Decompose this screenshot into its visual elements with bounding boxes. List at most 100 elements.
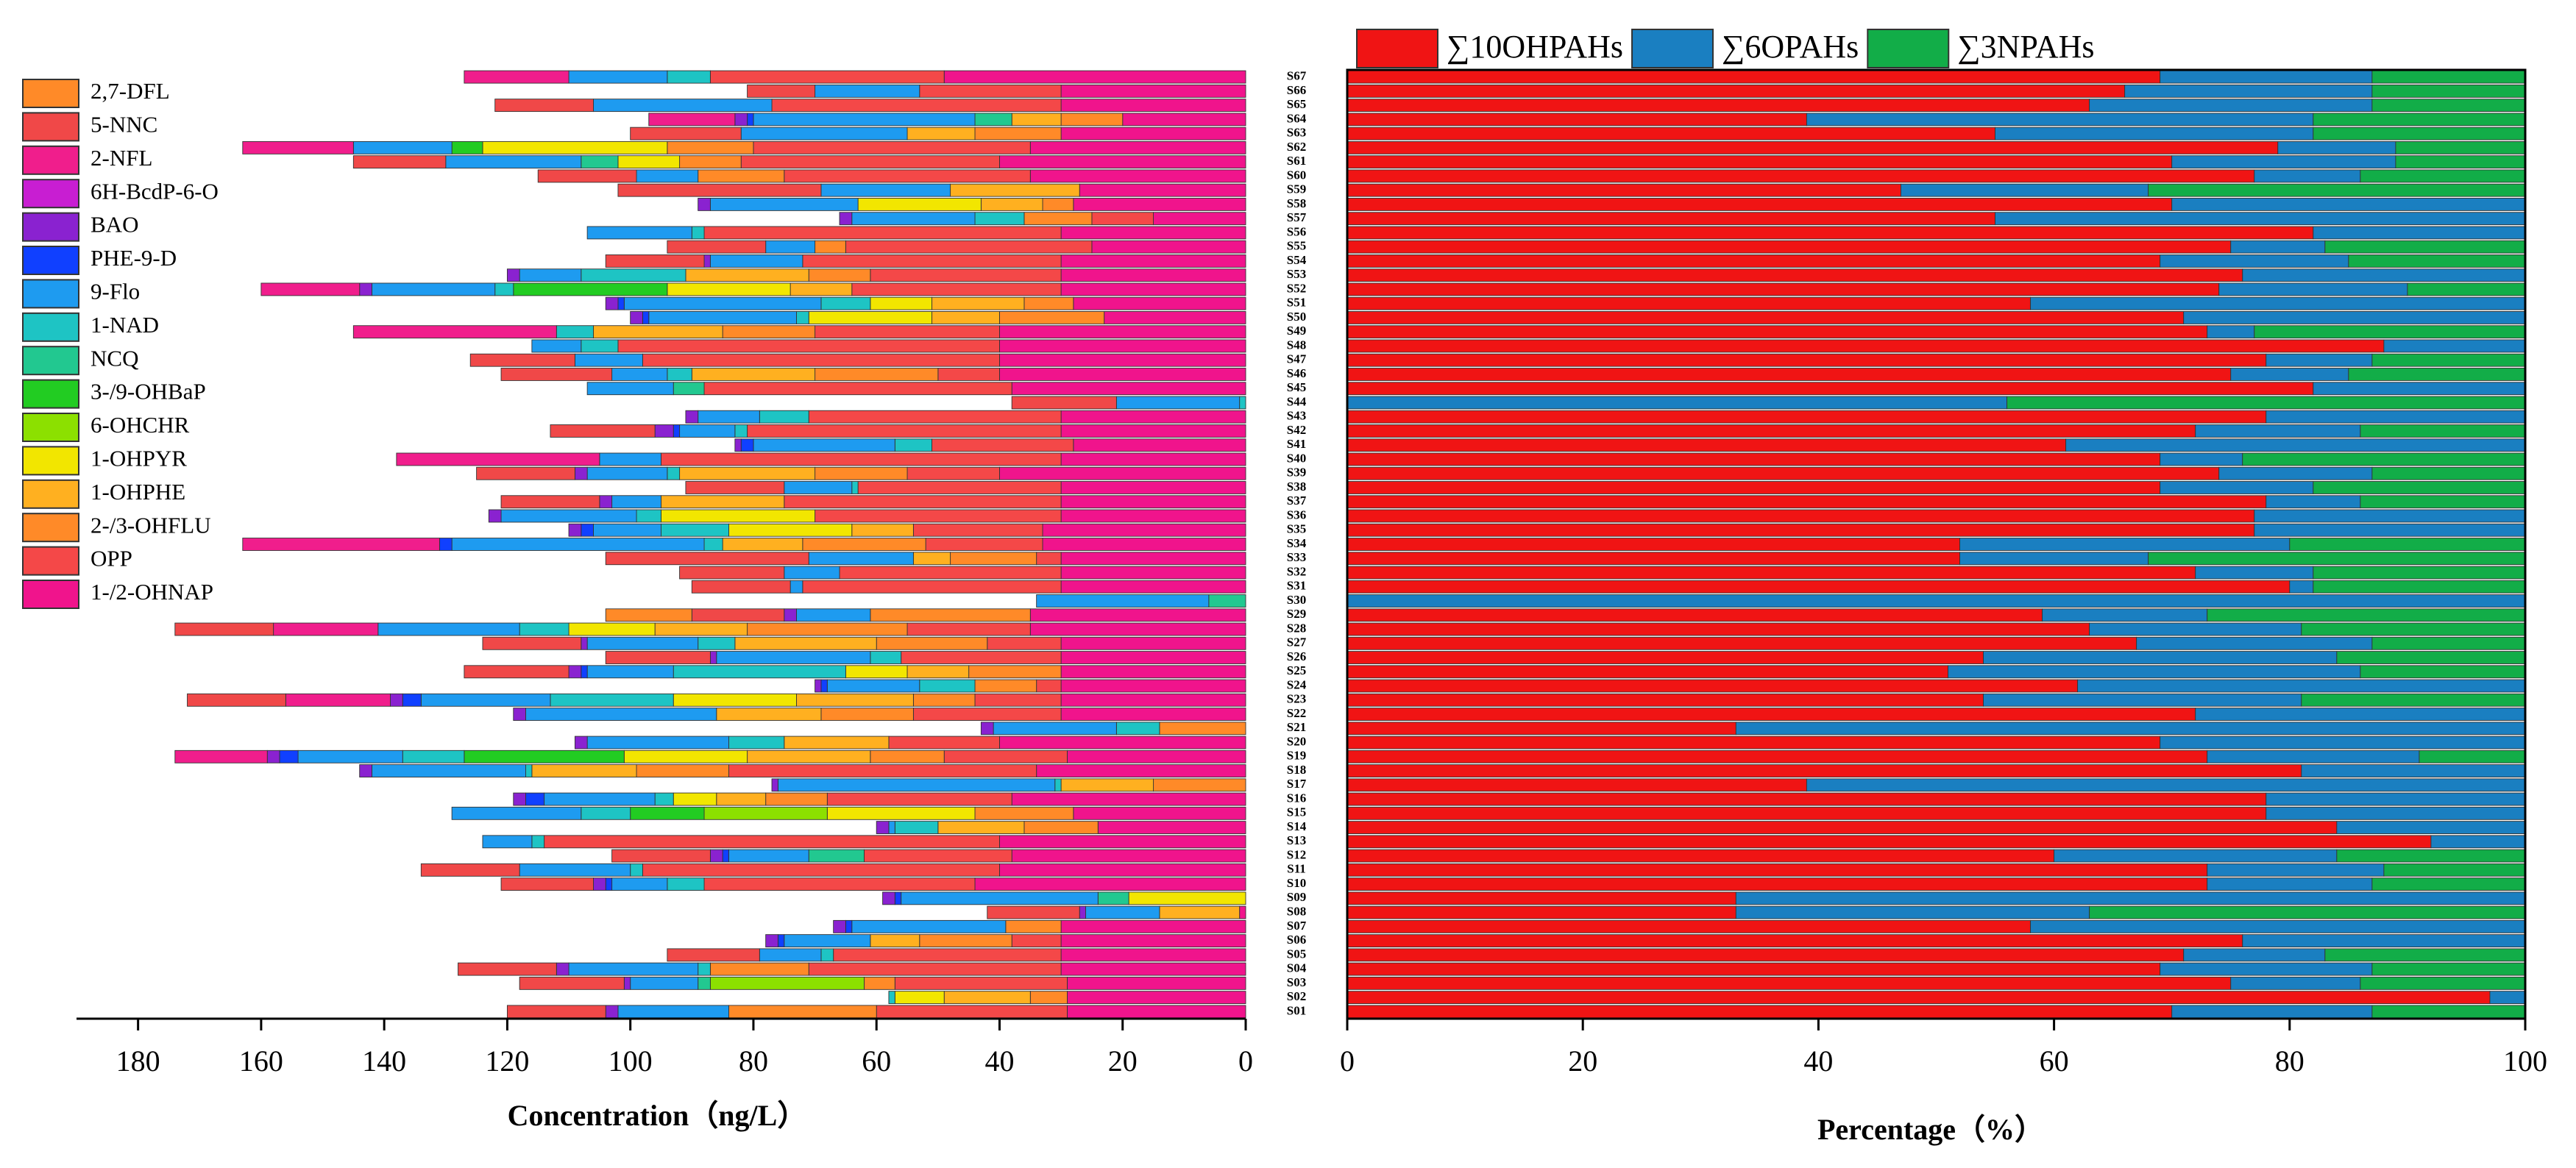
legend-label: ∑3NPAHs: [1957, 29, 2094, 65]
category-label: S66: [1287, 83, 1306, 97]
bar-segment: [568, 622, 656, 636]
bar-segment: [2030, 919, 2526, 933]
category-label: S51: [1287, 296, 1306, 310]
bar-segment: [1346, 113, 1807, 127]
bar-segment: [1079, 905, 1087, 919]
bar-segment: [550, 693, 674, 707]
bar-segment: [2324, 948, 2526, 962]
bar-segment: [999, 155, 1246, 169]
bar-segment: [919, 934, 1012, 948]
category-label: S09: [1287, 890, 1306, 904]
bar-segment: [901, 891, 1099, 905]
bar-segment: [999, 736, 1246, 749]
bar-segment: [611, 877, 668, 891]
bar-segment: [728, 764, 1037, 777]
bar-segment: [851, 523, 914, 537]
bar-segment: [1029, 169, 1246, 183]
bar-segment: [777, 778, 1056, 792]
bar-segment: [703, 382, 1012, 396]
bar-segment: [870, 749, 945, 763]
bar-segment: [2030, 296, 2526, 310]
bar-segment: [753, 438, 895, 452]
bar-segment: [894, 976, 1068, 990]
bar-segment: [734, 438, 742, 452]
bar-segment: [784, 934, 871, 948]
bar-segment: [999, 835, 1246, 849]
bar-segment: [2207, 608, 2526, 622]
bar-segment: [581, 636, 588, 650]
bar-segment: [784, 481, 853, 494]
category-label: S52: [1287, 281, 1306, 295]
bar-segment: [568, 962, 699, 976]
bar-segment: [2336, 821, 2526, 834]
bar-segment: [1060, 226, 1246, 240]
bar-segment: [974, 806, 1074, 820]
bar-segment: [2265, 792, 2526, 806]
bar-segment: [2160, 481, 2314, 494]
bar-segment: [2265, 410, 2526, 424]
bar-segment: [630, 863, 643, 877]
bar-segment: [999, 325, 1246, 339]
bar-segment: [2042, 608, 2208, 622]
bar-segment: [654, 622, 748, 636]
bar-segment: [1042, 523, 1246, 537]
bar-segment: [648, 311, 797, 324]
bar-segment: [623, 296, 822, 310]
bar-segment: [950, 183, 1080, 197]
bar-segment: [2289, 580, 2314, 594]
bar-segment: [894, 821, 939, 834]
bar-segment: [506, 1005, 606, 1019]
legend-label: 2-/3-OHFLU: [91, 512, 211, 538]
bar-segment: [1346, 962, 2161, 976]
bar-segment: [808, 849, 865, 863]
bar-segment: [445, 155, 582, 169]
bar-segment: [1346, 976, 2232, 990]
legend-swatch: [22, 145, 79, 175]
legend-label: 3-/9-OHBaP: [91, 379, 206, 405]
category-label: S27: [1287, 635, 1307, 649]
bar-segment: [1346, 835, 2432, 849]
bar-segment: [1060, 481, 1246, 494]
bar-segment: [482, 636, 582, 650]
bar-segment: [974, 127, 1062, 140]
bar-segment: [2360, 169, 2526, 183]
bar-segment: [740, 155, 1000, 169]
bar-segment: [1011, 396, 1117, 410]
bar-segment: [531, 339, 582, 353]
bar-segment: [661, 523, 729, 537]
bar-segment: [703, 806, 828, 820]
bar-segment: [1346, 424, 2196, 438]
bar-segment: [2395, 140, 2526, 154]
bar-segment: [784, 566, 840, 580]
bar-segment: [1239, 396, 1246, 410]
bar-segment: [999, 863, 1246, 877]
bar-segment: [1346, 538, 1960, 551]
bar-segment: [845, 240, 1093, 254]
bar-segment: [1346, 566, 2196, 580]
bar-segment: [673, 424, 681, 438]
bar-segment: [1153, 778, 1246, 792]
bar-segment: [273, 622, 379, 636]
bar-segment: [691, 368, 816, 381]
bar-segment: [599, 452, 661, 466]
bar-segment: [1060, 495, 1246, 509]
x-tick-label: 60: [862, 1044, 891, 1078]
bar-segment: [531, 764, 637, 777]
legend-label: 1-/2-OHNAP: [91, 579, 213, 605]
bar-segment: [1346, 934, 2243, 948]
bar-segment: [1735, 905, 2090, 919]
bar-segment: [698, 976, 711, 990]
bar-segment: [1346, 806, 2267, 820]
bar-segment: [642, 863, 1000, 877]
bar-segment: [1060, 651, 1246, 664]
bar-segment: [1346, 240, 2232, 254]
bar-segment: [2183, 948, 2326, 962]
bar-segment: [464, 70, 570, 84]
bar-segment: [1029, 140, 1246, 154]
bar-segment: [685, 481, 785, 494]
bar-segment: [901, 651, 1062, 664]
bar-segment: [2089, 99, 2373, 113]
bar-segment: [586, 736, 729, 749]
bar-segment: [974, 212, 1025, 226]
bar-segment: [716, 792, 767, 806]
